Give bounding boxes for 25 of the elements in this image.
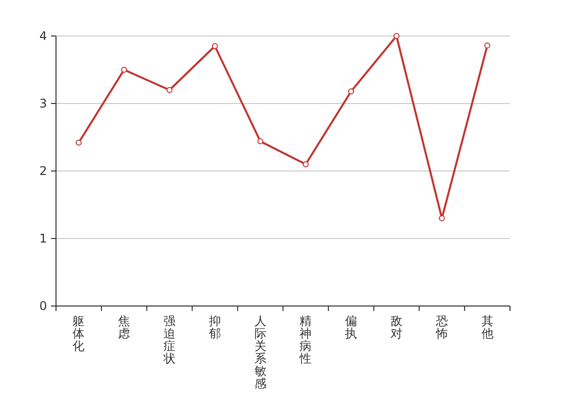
point [76,140,82,146]
point [121,66,128,73]
point [257,138,264,144]
point [438,215,445,222]
point [166,87,172,93]
x-tick-label: 敌对 [390,314,402,340]
point [212,43,218,50]
x-tick-label: 强迫症状 [162,314,176,366]
x-tick-label: 人际关系敏感 [254,314,266,390]
point [484,42,490,48]
y-tick-label: 4 [39,29,47,43]
point [348,88,354,94]
y-tick-label: 1 [39,232,47,246]
y-tick-label: 3 [39,96,47,110]
x-tick-label: 偏执 [345,314,358,340]
y-tick-label: 0 [39,299,47,313]
x-tick-label: 其他 [481,314,494,340]
point [394,33,400,39]
y-tick-label: 2 [39,164,47,178]
x-tick-label: 恐怖 [434,314,448,340]
x-tick-label: 躯体化 [72,314,85,353]
x-tick-label: 抑郁 [208,314,221,340]
point [302,161,309,168]
x-tick-label: 精神病性 [298,314,312,366]
x-tick-label: 焦虑 [118,314,130,340]
